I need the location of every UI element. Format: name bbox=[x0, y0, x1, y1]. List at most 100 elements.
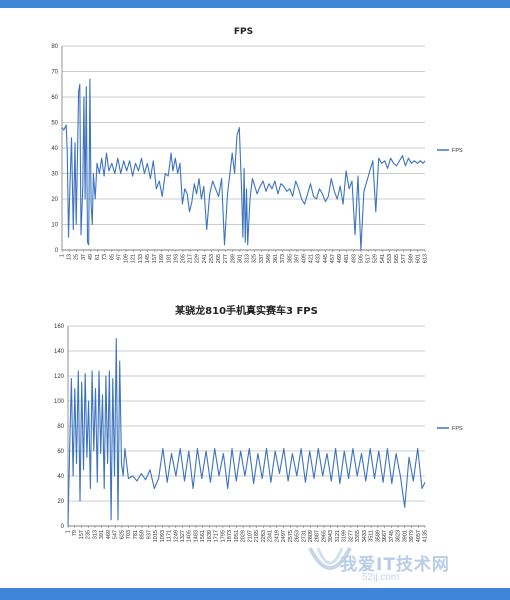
x-tick-label: 3121 bbox=[335, 530, 341, 542]
x-tick-label: 859 bbox=[140, 530, 146, 539]
x-tick-label: 565 bbox=[394, 254, 400, 263]
x-tick-label: 205 bbox=[181, 254, 187, 263]
x-tick-label: 2887 bbox=[315, 530, 321, 542]
x-tick-label: 445 bbox=[323, 254, 329, 263]
watermark-brand: 我爱IT技术网 bbox=[340, 555, 450, 575]
x-tick-label: 625 bbox=[119, 530, 125, 539]
y-tick-label: 20 bbox=[57, 499, 64, 505]
x-tick-label: 3901 bbox=[402, 530, 408, 542]
x-tick-label: 4057 bbox=[416, 530, 422, 542]
x-tick-label: 85 bbox=[109, 254, 115, 260]
y-tick-label: 30 bbox=[51, 172, 58, 178]
x-tick-label: 481 bbox=[344, 254, 350, 263]
legend-label: FPS bbox=[452, 148, 463, 154]
y-tick-label: 40 bbox=[51, 146, 58, 152]
x-tick-label: 37 bbox=[81, 254, 87, 260]
x-tick-label: 1717 bbox=[214, 530, 220, 542]
y-tick-label: 40 bbox=[57, 474, 64, 480]
x-tick-label: 421 bbox=[309, 254, 315, 263]
site-watermark: 我爱IT技术网 52ij.com bbox=[300, 536, 510, 600]
x-tick-label: 2809 bbox=[308, 530, 314, 542]
x-tick-label: 241 bbox=[202, 254, 208, 263]
y-tick-label: 140 bbox=[54, 349, 65, 355]
x-tick-label: 2107 bbox=[247, 530, 253, 542]
x-tick-label: 157 bbox=[152, 254, 158, 263]
x-tick-label: 937 bbox=[146, 530, 152, 539]
x-tick-label: 1873 bbox=[227, 530, 233, 542]
x-tick-label: 541 bbox=[380, 254, 386, 263]
x-tick-label: 289 bbox=[230, 254, 236, 263]
x-tick-label: 3043 bbox=[328, 530, 334, 542]
x-tick-label: 3511 bbox=[369, 530, 375, 542]
bottom-accent-bar bbox=[0, 588, 510, 600]
x-tick-label: 1249 bbox=[173, 530, 179, 542]
x-tick-label: 553 bbox=[387, 254, 393, 263]
y-tick-label: 80 bbox=[51, 44, 58, 50]
x-tick-label: 433 bbox=[316, 254, 322, 263]
y-tick-label: 10 bbox=[51, 223, 58, 229]
x-tick-label: 2029 bbox=[241, 530, 247, 542]
x-tick-label: 265 bbox=[216, 254, 222, 263]
x-tick-label: 391 bbox=[99, 530, 105, 539]
x-tick-label: 235 bbox=[86, 530, 92, 539]
x-tick-label: 253 bbox=[209, 254, 215, 263]
x-tick-label: 3199 bbox=[342, 530, 348, 542]
x-tick-label: 13 bbox=[67, 254, 73, 260]
x-tick-label: 1405 bbox=[187, 530, 193, 542]
y-tick-label: 20 bbox=[51, 197, 58, 203]
x-tick-label: 4135 bbox=[423, 530, 429, 542]
chart-title: FPS bbox=[234, 27, 253, 37]
x-tick-label: 781 bbox=[133, 530, 139, 539]
y-tick-label: 160 bbox=[54, 324, 65, 330]
x-tick-label: 1327 bbox=[180, 530, 186, 542]
x-tick-label: 145 bbox=[145, 254, 151, 263]
x-tick-label: 577 bbox=[401, 254, 407, 263]
y-tick-label: 50 bbox=[51, 121, 58, 127]
x-tick-label: 181 bbox=[166, 254, 172, 263]
x-tick-label: 301 bbox=[237, 254, 243, 263]
x-tick-label: 601 bbox=[415, 254, 421, 263]
x-tick-label: 313 bbox=[245, 254, 251, 263]
x-tick-label: 349 bbox=[266, 254, 272, 263]
x-tick-label: 337 bbox=[259, 254, 265, 263]
x-tick-label: 3745 bbox=[389, 530, 395, 542]
x-tick-label: 2497 bbox=[281, 530, 287, 542]
fps-series-line bbox=[61, 78, 426, 251]
watermark-logo-icon bbox=[308, 547, 352, 570]
x-tick-label: 2575 bbox=[288, 530, 294, 542]
y-tick-label: 100 bbox=[54, 399, 65, 405]
x-tick-label: 2419 bbox=[274, 530, 280, 542]
x-tick-label: 361 bbox=[273, 254, 279, 263]
fps-chart-1: FPS 0 10 20 30 40 50 60 70 80 1 13 25 37 49 61 73 85 97 109… bbox=[51, 27, 463, 263]
y-tick-label: 60 bbox=[57, 449, 64, 455]
x-tick-label: 517 bbox=[366, 254, 372, 263]
x-tick-label: 193 bbox=[173, 254, 179, 263]
x-tick-label: 2731 bbox=[301, 530, 307, 542]
x-tick-label: 217 bbox=[188, 254, 194, 263]
x-tick-label: 73 bbox=[102, 254, 108, 260]
x-tick-label: 109 bbox=[124, 254, 130, 263]
x-tick-label: 373 bbox=[280, 254, 286, 263]
y-tick-label: 80 bbox=[57, 424, 64, 430]
top-accent-bar bbox=[0, 0, 510, 8]
x-tick-label: 385 bbox=[287, 254, 293, 263]
x-tick-label: 25 bbox=[74, 254, 80, 260]
x-tick-label: 1093 bbox=[160, 530, 166, 542]
x-tick-label: 313 bbox=[92, 530, 98, 539]
x-tick-label: 1561 bbox=[200, 530, 206, 542]
x-tick-label: 3355 bbox=[355, 530, 361, 542]
x-tick-label: 61 bbox=[95, 254, 101, 260]
x-tick-label: 1639 bbox=[207, 530, 213, 542]
legend-label: FPS bbox=[452, 426, 463, 432]
x-tick-label: 79 bbox=[72, 530, 78, 536]
x-tick-label: 547 bbox=[113, 530, 119, 539]
x-tick-label: 613 bbox=[423, 254, 429, 263]
y-tick-label: 60 bbox=[51, 95, 58, 101]
x-tick-label: 49 bbox=[88, 254, 94, 260]
y-tick-label: 0 bbox=[55, 248, 59, 254]
x-tick-label: 169 bbox=[159, 254, 165, 263]
x-tick-label: 469 bbox=[106, 530, 112, 539]
x-tick-label: 469 bbox=[337, 254, 343, 263]
x-tick-label: 397 bbox=[294, 254, 300, 263]
x-tick-label: 277 bbox=[223, 254, 229, 263]
